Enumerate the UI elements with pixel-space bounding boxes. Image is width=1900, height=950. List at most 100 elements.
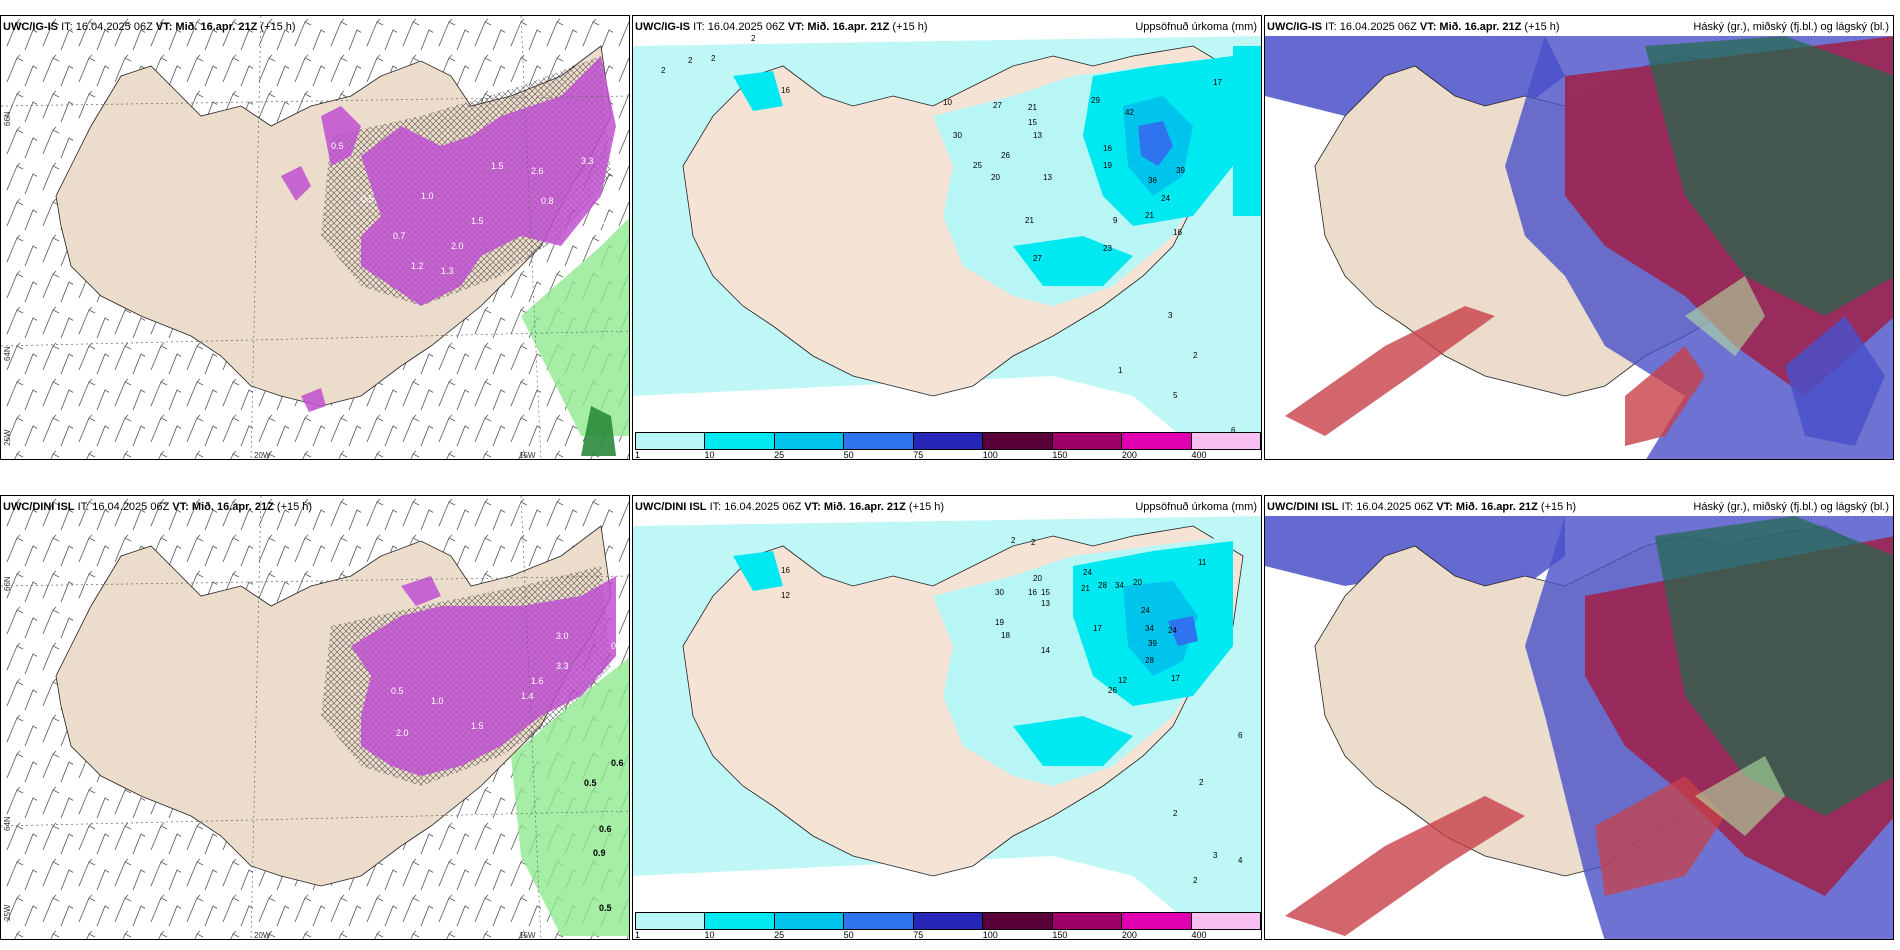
wind-value: 1.0 (431, 696, 444, 706)
wind-value: 1.3 (441, 266, 454, 276)
precip-value: 13 (1043, 173, 1052, 182)
panel-title-precip: Uppsöfnuð úrkoma (mm) (1135, 21, 1257, 33)
precip-value: 39 (1176, 166, 1185, 175)
precip-value: 3 (1168, 311, 1173, 320)
wind-value: 2.0 (396, 728, 409, 738)
precip-value: 6 (1238, 731, 1243, 740)
wind-value: 2.0 (451, 241, 464, 251)
panel-header: UWC/IG-IS IT: 16.04.2025 06Z VT: Mið. 16… (633, 16, 1261, 38)
colorbar-label: 1 (635, 930, 641, 940)
precip-value: 16 (781, 566, 790, 575)
wind-value: 3.3 (581, 156, 594, 166)
precip-value: 13 (1041, 599, 1050, 608)
colorbar-label: 400 (1191, 450, 1207, 460)
precip-value: 2 (711, 54, 716, 63)
precip-value: 11 (1198, 558, 1207, 567)
precip-value: 21 (1145, 211, 1154, 220)
colorbar-swatch (1052, 433, 1123, 449)
precip-value: 19 (1103, 161, 1112, 170)
colorbar-label: 10 (704, 930, 715, 940)
map-precip-bottom (633, 496, 1261, 939)
panel-header: UWC/IG-IS IT: 16.04.2025 06Z VT: Mið. 16… (3, 21, 296, 33)
precip-value: 24 (1141, 606, 1150, 615)
precip-value: 17 (1171, 674, 1180, 683)
precip-values-bottom: 2 2 16 12 11 20 30 15 24 28 34 20 13 16 … (633, 496, 1261, 939)
precip-value: 34 (1145, 624, 1154, 633)
precip-colorbar-labels: 1 10 25 50 75 100 150 200 400 (635, 450, 1261, 460)
precip-value: 24 (1168, 626, 1177, 635)
panel-wind-precip-top: UWC/IG-IS IT: 16.04.2025 06Z VT: Mið. 16… (0, 15, 630, 460)
panel-title-precip: Uppsöfnuð úrkoma (mm) (1135, 501, 1257, 513)
colorbar-swatch (844, 433, 914, 449)
colorbar-swatch (705, 433, 775, 449)
precip-value: 25 (973, 161, 982, 170)
precip-value: 15 (1028, 118, 1037, 127)
colorbar-swatch (1122, 433, 1192, 449)
wind-value: 0.5 (391, 686, 404, 696)
precip-value: 21 (1081, 584, 1090, 593)
panel-precip-top: UWC/IG-IS IT: 16.04.2025 06Z VT: Mið. 16… (632, 15, 1262, 460)
colorbar-label: 200 (1121, 450, 1137, 460)
wind-value: 1.8 (601, 216, 614, 226)
panel-header: UWC/DINI ISL IT: 16.04.2025 06Z VT: Mið.… (1265, 496, 1893, 518)
panel-header: UWC/IG-IS IT: 16.04.2025 06Z VT: Mið. 16… (1265, 16, 1893, 38)
colorbar-swatch (774, 433, 845, 449)
colorbar-label: 25 (774, 450, 785, 460)
precip-value: 2 (1193, 876, 1198, 885)
colorbar-label: 75 (913, 930, 924, 940)
wind-value: 1.0 (421, 191, 434, 201)
precip-value: 27 (993, 101, 1002, 110)
precip-value: 13 (1033, 131, 1042, 140)
colorbar-swatch (1052, 913, 1123, 929)
precip-value: 16 (781, 86, 790, 95)
precip-value: 20 (1133, 578, 1142, 587)
precip-value: 29 (1091, 96, 1100, 105)
precip-value: 10 (943, 98, 952, 107)
wind-value: 0.6 (611, 758, 624, 768)
precip-value: 9 (1113, 216, 1118, 225)
precip-value: 20 (991, 173, 1000, 182)
map-wind-top (1, 16, 629, 459)
precip-value: 26 (1108, 686, 1117, 695)
colorbar-swatch (983, 433, 1053, 449)
precip-value: 28 (1098, 581, 1107, 590)
precip-value: 2 (1193, 351, 1198, 360)
wind-value: 1.5 (471, 216, 484, 226)
precip-value: 42 (1125, 108, 1134, 117)
precip-value: 2 (1011, 536, 1016, 545)
wind-value: 0.6 (599, 824, 612, 834)
panel-header: UWC/DINI ISL IT: 16.04.2025 06Z VT: Mið.… (633, 496, 1261, 518)
precip-value: 21 (1025, 216, 1034, 225)
map-wind-bottom (1, 496, 629, 939)
precip-value: 34 (1115, 581, 1124, 590)
precip-value: 12 (781, 591, 790, 600)
precip-value: 27 (1033, 254, 1042, 263)
precip-value: 2 (1199, 778, 1204, 787)
colorbar-label: 25 (774, 930, 785, 940)
lon-label-15: 15W (519, 931, 536, 940)
precip-value: 17 (1213, 78, 1222, 87)
wind-values-bottom: 0.5 1.0 1.5 2.0 1.6 1.4 3.3 3.0 0.6 0.5 … (1, 496, 629, 939)
wind-value: 0.8 (541, 196, 554, 206)
wind-value: 2.6 (531, 166, 544, 176)
panel-clouds-bottom: UWC/DINI ISL IT: 16.04.2025 06Z VT: Mið.… (1264, 495, 1894, 940)
wind-value: 1.4 (521, 691, 534, 701)
wind-value: 0.5 (361, 194, 374, 204)
wind-value: 1.6 (531, 676, 544, 686)
colorbar-label: 400 (1191, 930, 1207, 940)
panel-header: UWC/DINI ISL IT: 16.04.2025 06Z VT: Mið.… (3, 501, 313, 513)
colorbar-label: 1 (635, 450, 641, 460)
colorbar-label: 100 (982, 930, 998, 940)
precip-value: 3 (1213, 851, 1218, 860)
precip-value: 24 (1161, 194, 1170, 203)
colorbar-label: 50 (843, 450, 854, 460)
colorbar-swatch (705, 913, 775, 929)
colorbar-swatch (774, 913, 845, 929)
wind-value: 3.3 (556, 661, 569, 671)
wind-value: 0.6 (561, 256, 574, 266)
wind-value: 0.7 (611, 641, 624, 651)
colorbar-label: 200 (1121, 930, 1137, 940)
lon-label-20: 20W (254, 931, 271, 940)
precip-value: 5 (1173, 391, 1178, 400)
precip-value: 2 (1173, 809, 1178, 818)
